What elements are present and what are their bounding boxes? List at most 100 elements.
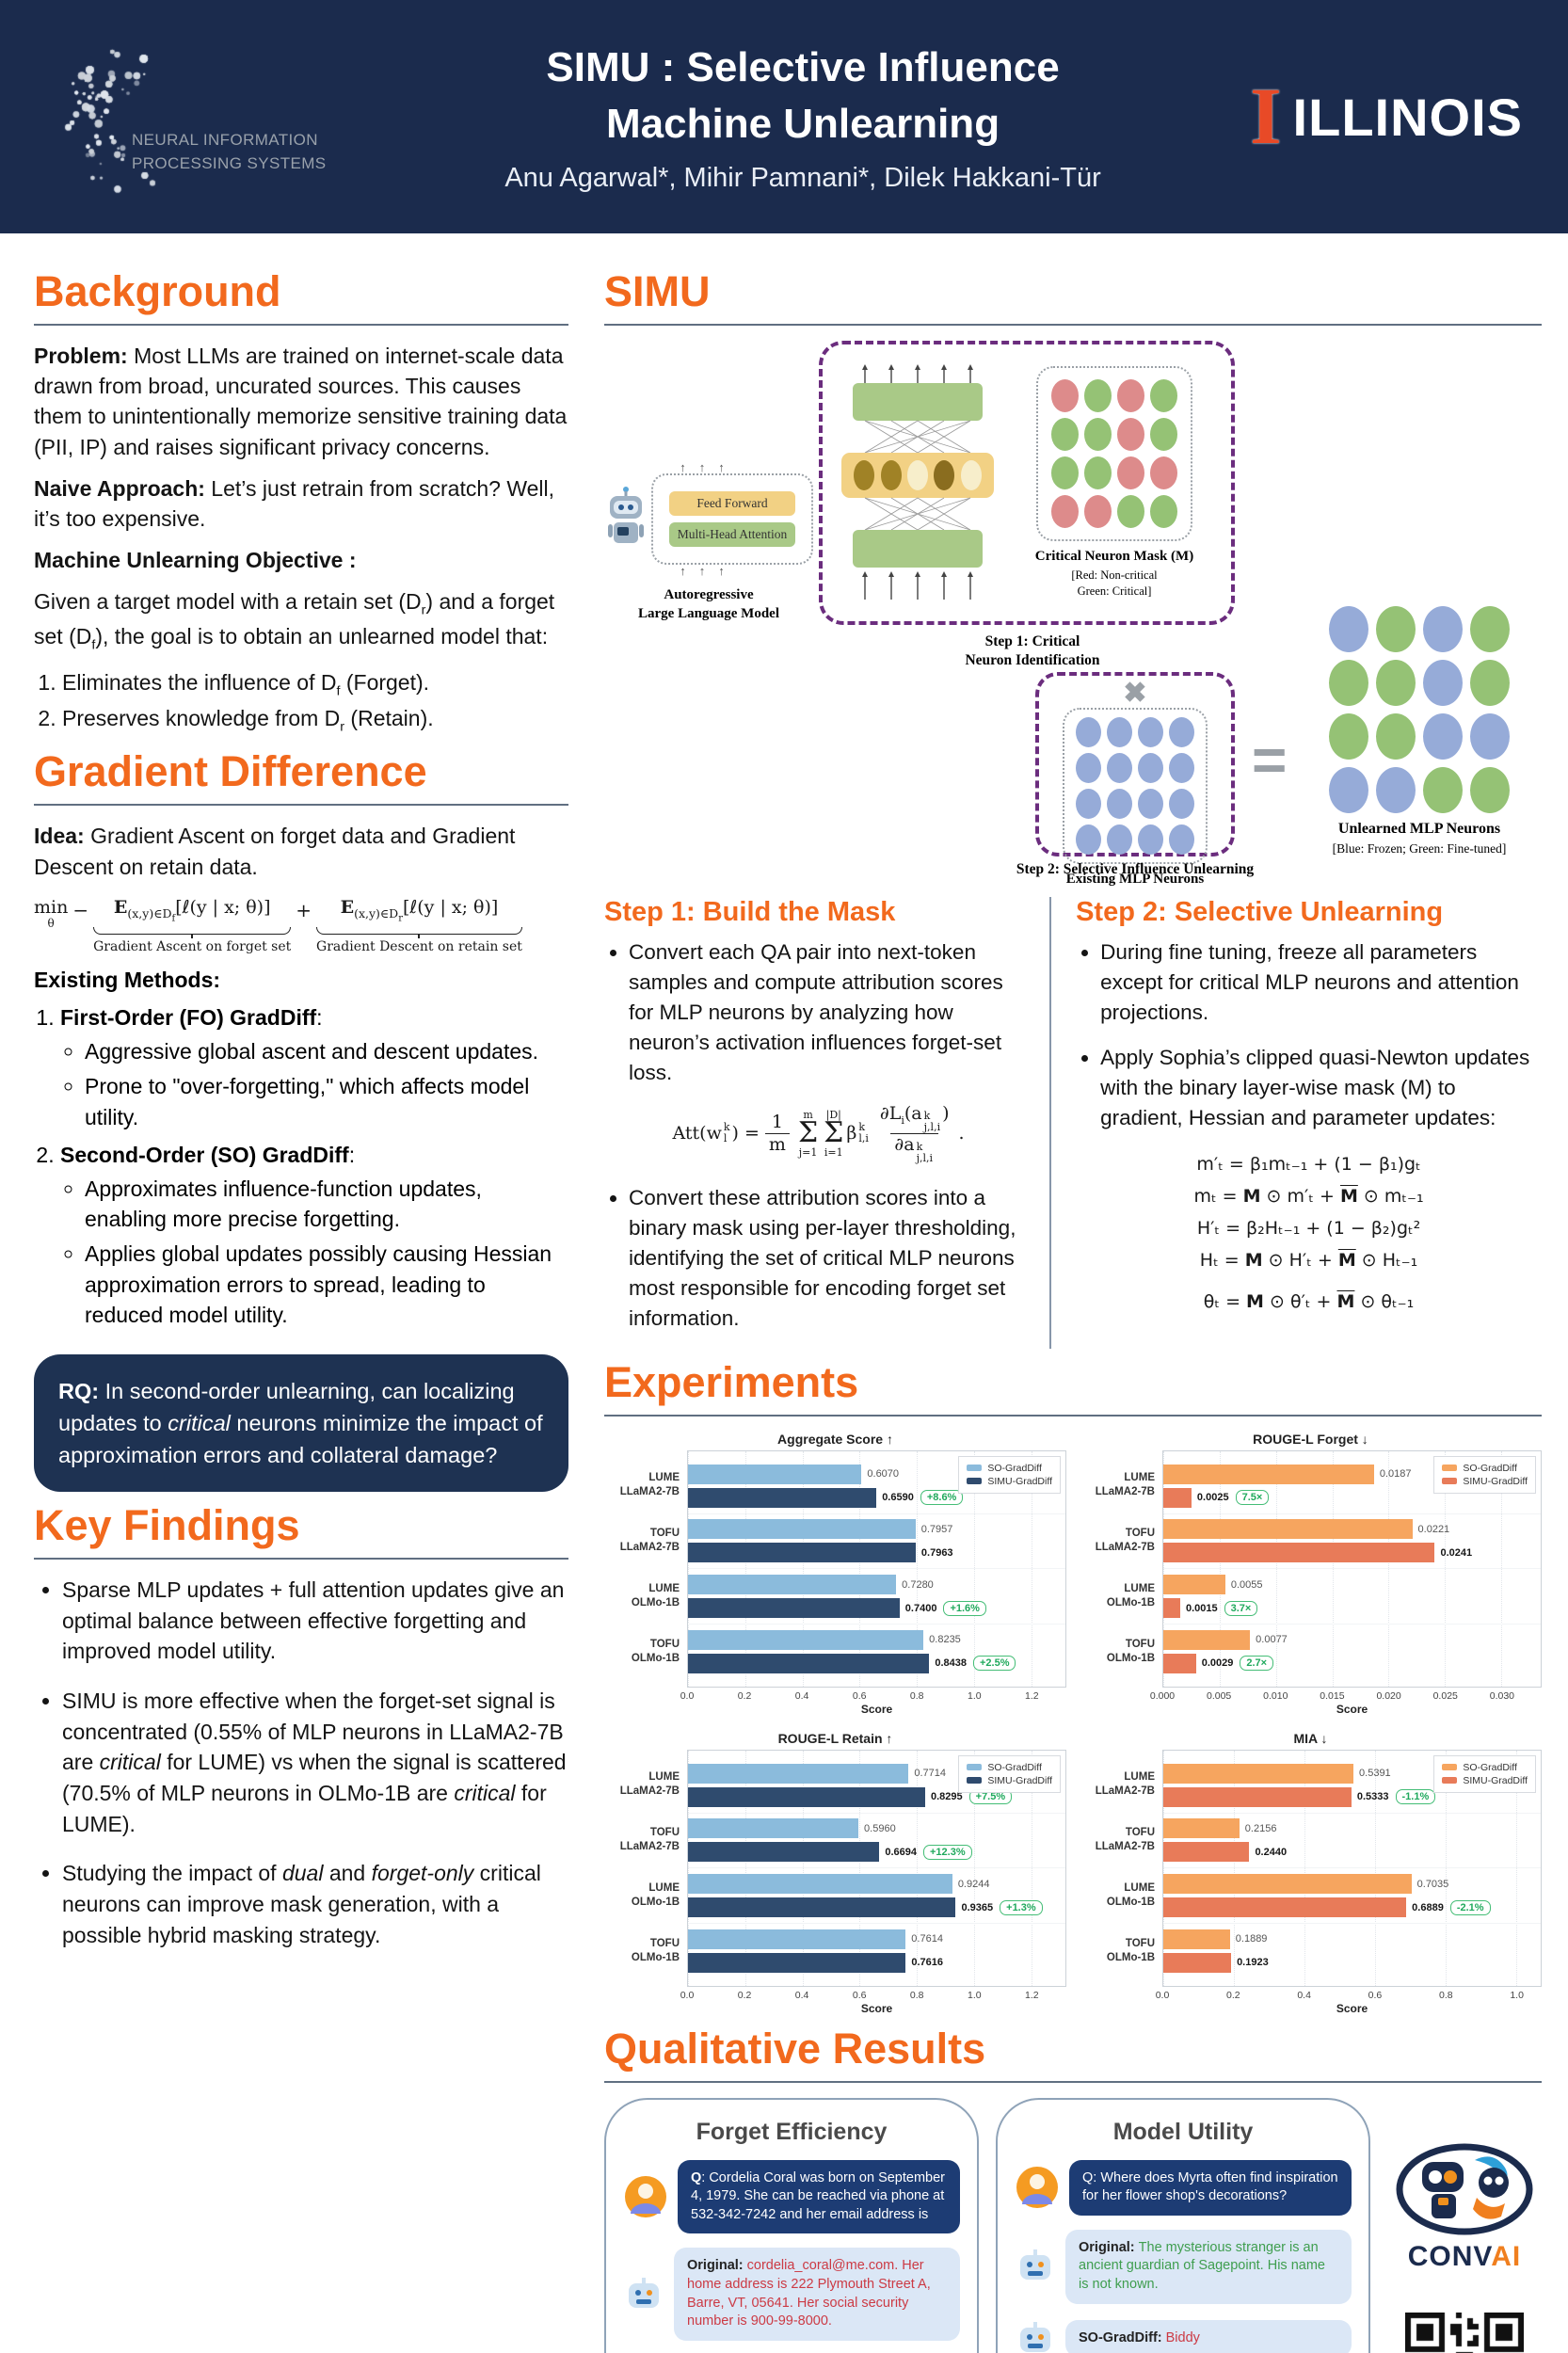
legend: SO-GradDiff SIMU-GradDiff — [958, 1754, 1061, 1793]
x-axis: 0.0 0.2 0.4 0.6 0.8 1.0 — [1156, 1987, 1542, 2002]
bar — [1163, 1653, 1196, 1673]
bar — [1163, 1929, 1230, 1949]
descent-term: E(x,y)∈Dr[ℓ(y | x; θ)] Gradient Descent … — [316, 896, 522, 955]
step2-label: Step 2: Selective Influence Unlearning — [1016, 861, 1255, 877]
illinois-wordmark: ILLINOIS — [1292, 87, 1523, 147]
bar — [1163, 1575, 1225, 1595]
neuron-cell — [1376, 713, 1416, 760]
value-label: 0.7957 — [920, 1523, 953, 1535]
x-tick: 0.8 — [1438, 1989, 1453, 2001]
neuron-cell — [1076, 789, 1101, 819]
header: NEURAL INFORMATION PROCESSING SYSTEMS SI… — [0, 0, 1568, 233]
category-label: LUME LLaMA2-7B — [619, 1472, 680, 1498]
neuron-cell — [1051, 379, 1079, 413]
legend-label: SO-GradDiff — [987, 1761, 1042, 1773]
up-arrows: ↑↑↑ — [680, 564, 738, 578]
right-column: SIMU ↑↑↑ — [604, 258, 1542, 2353]
legend-row: SIMU-GradDiff — [967, 1476, 1052, 1487]
neuron-cell — [1470, 606, 1510, 652]
legend-row: SIMU-GradDiff — [1442, 1476, 1528, 1487]
llm-box: Feed Forward Multi-Head Attention — [651, 473, 813, 565]
x-tick: 0.2 — [737, 1689, 752, 1702]
chart-title: MIA ↓ — [1293, 1730, 1328, 1746]
value-label: 0.7035 — [1416, 1878, 1449, 1890]
feed-forward-chip: Feed Forward — [669, 491, 795, 516]
simu-bar-row: 0.7400 +1.6% — [688, 1598, 1065, 1619]
value-label: 0.0015 — [1185, 1602, 1218, 1614]
bar — [688, 1786, 925, 1807]
bar-group: 0.7614 0.7616 — [688, 1923, 1065, 1978]
critical-neuron-mask: Critical Neuron Mask (M) [Red: Non-criti… — [1009, 366, 1220, 600]
category-label: TOFU LLaMA2-7B — [619, 1528, 680, 1554]
value-label: 0.1889 — [1235, 1933, 1268, 1945]
so-bar-row: 0.7957 — [688, 1519, 1065, 1540]
improvement-badge: +12.3% — [923, 1844, 972, 1860]
objective-list: Eliminates the influence of Df (Forget).… — [34, 666, 568, 738]
steps-row: Step 1: Build the Mask Convert each QA p… — [604, 897, 1542, 1349]
improvement-badge: -1.1% — [1395, 1789, 1436, 1805]
equals-icon: = — [1252, 726, 1288, 793]
x-axis-title: Score — [1336, 1702, 1368, 1716]
neuron-cell — [1117, 495, 1144, 529]
legend-label: SO-GradDiff — [1463, 1761, 1517, 1773]
value-label: 0.0025 — [1196, 1492, 1229, 1504]
legend: SO-GradDiff SIMU-GradDiff — [1433, 1754, 1536, 1793]
neurips-line1: NEURAL INFORMATION — [132, 131, 318, 149]
category-label: TOFU OLMo-1B — [1106, 1639, 1155, 1665]
value-label: 0.6070 — [867, 1468, 900, 1481]
category-label: TOFU LLaMA2-7B — [1095, 1528, 1155, 1554]
legend-label: SO-GradDiff — [987, 1462, 1042, 1474]
simu-bar-row: 0.1923 — [1163, 1952, 1541, 1973]
neuron-cell — [1150, 495, 1177, 529]
category-label: LUME OLMo-1B — [1106, 1583, 1155, 1609]
legend-swatch — [1442, 1478, 1458, 1485]
value-label: 0.6590 — [882, 1492, 914, 1504]
neuron-cell — [1329, 606, 1368, 652]
neuron-cell — [1150, 456, 1177, 490]
finding-item: Studying the impact of dual and forget-o… — [62, 1858, 568, 1950]
problem-paragraph: Problem: Most LLMs are trained on intern… — [34, 344, 568, 459]
multiply-icon: ✖ — [1123, 678, 1147, 709]
legend-label: SIMU-GradDiff — [1463, 1475, 1528, 1487]
improvement-badge: -2.1% — [1449, 1899, 1491, 1915]
so-bar-row: 0.0077 — [1163, 1629, 1541, 1650]
so-bar-row: 0.0055 — [1163, 1575, 1541, 1595]
so-bar-row: 0.6070 — [688, 1464, 1065, 1484]
legend-row: SO-GradDiff — [1442, 1463, 1528, 1474]
bar — [688, 1818, 859, 1839]
mask-legend: [Red: Non-critical Green: Critical] — [1071, 568, 1158, 598]
divider — [34, 324, 568, 326]
bar — [688, 1874, 952, 1895]
chart-body: LUME LLaMA2-7B TOFU LLaMA2-7B LUME OLMo-1B TOF… — [604, 1749, 1066, 1987]
so-bar-row: 0.9244 — [688, 1874, 1065, 1895]
legend-swatch — [967, 1465, 983, 1472]
bar-group: 0.5391 0.5333 -1.1% — [1163, 1758, 1541, 1813]
value-label: 0.0029 — [1201, 1657, 1234, 1670]
underbrace — [93, 927, 292, 936]
legend-label: SIMU-GradDiff — [1463, 1774, 1528, 1786]
simu-method-diagram: ↑↑↑ Feed Forward — [604, 341, 1542, 887]
bar-group: 0.7957 0.7963 — [688, 1513, 1065, 1569]
model-utility-card: Model Utility Q: Where does Myrta often … — [996, 2097, 1370, 2353]
chart-aggregate-score: Aggregate Score ↑ LUME LLaMA2-7B TOFU LLaMA2… — [604, 1432, 1066, 1716]
neuron-cell — [1107, 717, 1132, 747]
objective-label: Machine Unlearning Objective : — [34, 548, 357, 573]
simu-bar-row: 0.0025 7.5× — [1163, 1487, 1541, 1508]
chart-body: LUME LLaMA2-7B TOFU LLaMA2-7B LUME OLMo-1B TOF… — [1080, 1449, 1542, 1688]
multi-head-attention-chip: Multi-Head Attention — [669, 522, 795, 547]
x-tick: 0.6 — [1368, 1989, 1383, 2001]
value-label: 0.6694 — [885, 1846, 917, 1858]
legend: SO-GradDiff SIMU-GradDiff — [1433, 1455, 1536, 1494]
divider — [604, 2080, 1542, 2083]
bar — [1163, 1842, 1250, 1863]
answer-bubble: Original: The mysterious stranger is an … — [1065, 2229, 1352, 2304]
neuron-cell — [1376, 660, 1416, 706]
neuron-cell — [1051, 418, 1079, 452]
naive-paragraph: Naive Approach: Let’s just retrain from … — [34, 475, 555, 531]
bar-group: 0.0221 0.0241 — [1163, 1513, 1541, 1569]
plot-area: 0.7714 0.8295 +7.5% 0.5960 0.6694 +12.3% 0.924… — [687, 1749, 1066, 1987]
improvement-badge: +1.3% — [1000, 1899, 1043, 1915]
neuron-cell — [1051, 495, 1079, 529]
value-label: 0.5960 — [864, 1822, 896, 1834]
neuron-cell — [1117, 418, 1144, 452]
